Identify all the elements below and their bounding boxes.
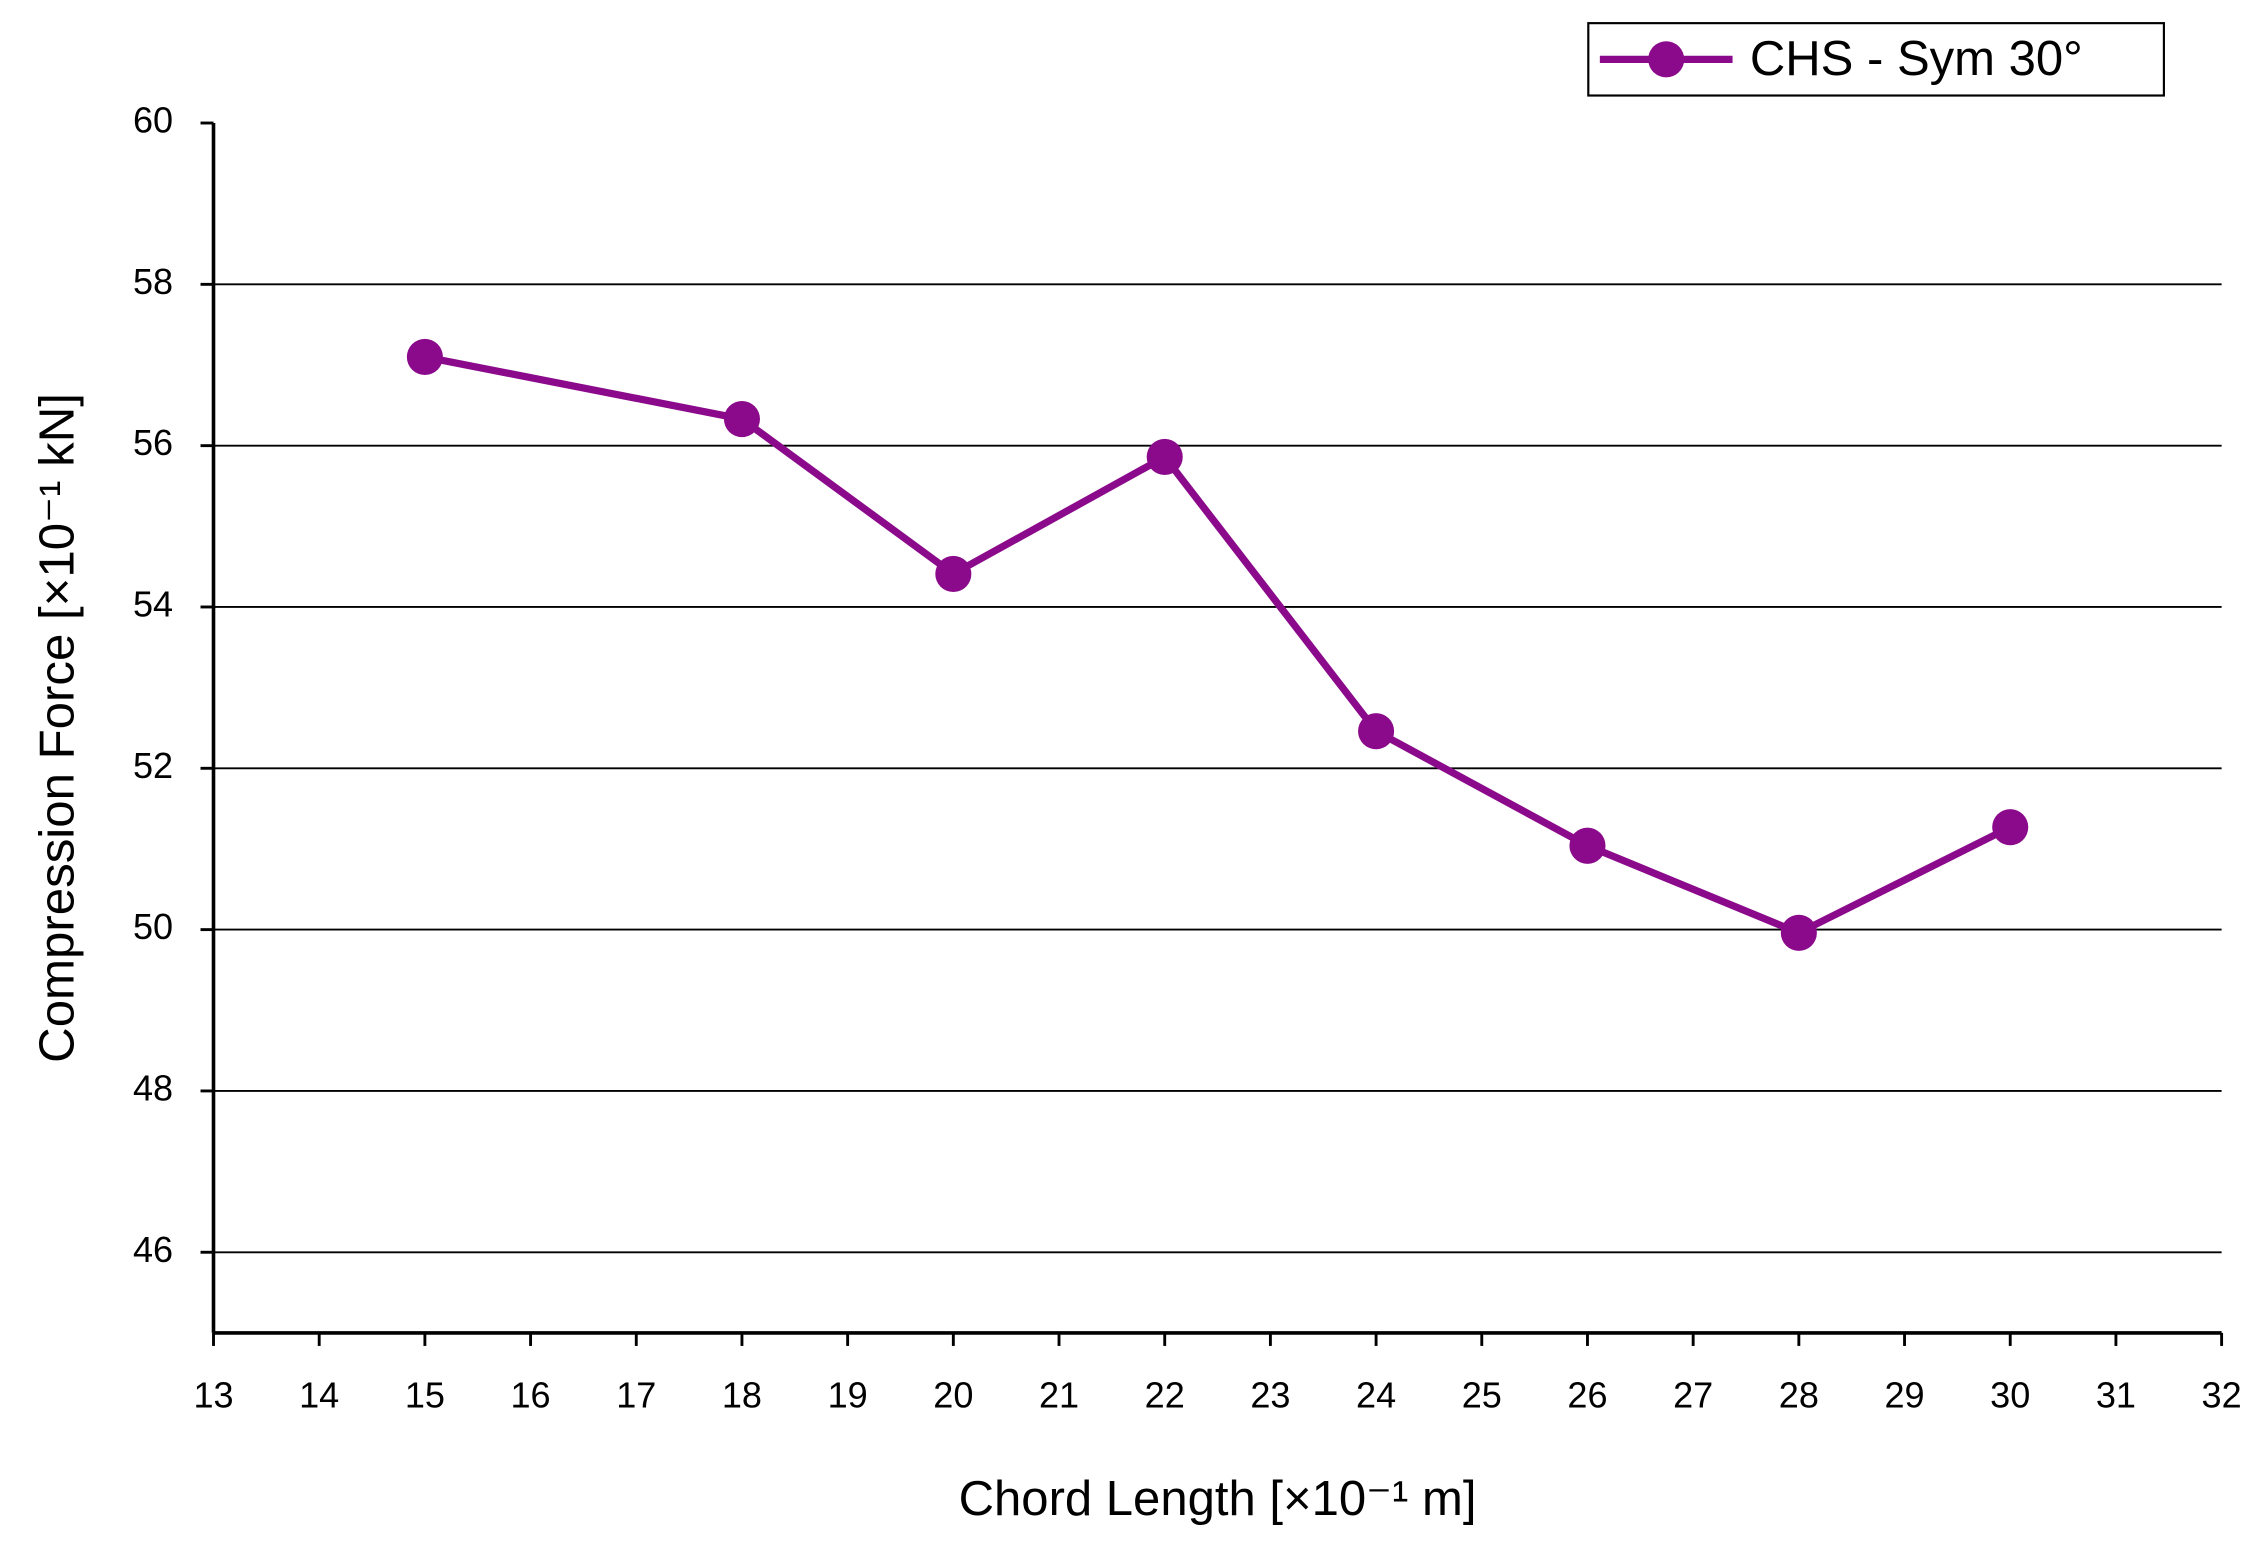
x-tick-label: 22 [1145,1375,1185,1416]
x-tick-label: 17 [616,1375,656,1416]
x-tick-label: 30 [1990,1375,2030,1416]
x-tick-label: 16 [511,1375,551,1416]
x-tick-label: 13 [193,1375,233,1416]
x-tick-label: 23 [1250,1375,1290,1416]
x-tick-label: 24 [1356,1375,1396,1416]
legend-marker [1648,41,1685,78]
y-tick-label: 46 [133,1229,173,1270]
series-line [424,353,2012,937]
y-tick-label: 56 [133,422,173,463]
data-point [1569,827,1606,864]
x-tick-label: 31 [2096,1375,2136,1416]
data-point [1992,809,2029,846]
y-axis-title: Compression Force [×10⁻¹ kN] [31,393,85,1063]
x-tick-label: 15 [405,1375,445,1416]
x-tick-label: 25 [1462,1375,1502,1416]
data-point [1358,713,1395,750]
legend-label: CHS - Sym 30° [1750,32,2083,86]
y-tick-label: 54 [133,583,173,624]
x-tick-label: 19 [828,1375,868,1416]
data-point [1780,914,1817,951]
x-tick-label: 20 [933,1375,973,1416]
y-tick-label: 52 [133,745,173,786]
y-tick-label: 48 [133,1067,173,1108]
x-tick-label: 29 [1884,1375,1924,1416]
x-tick-label: 32 [2202,1375,2242,1416]
x-tick-label: 14 [299,1375,339,1416]
x-tick-label: 28 [1779,1375,1819,1416]
x-tick-label: 26 [1567,1375,1607,1416]
x-tick-label: 18 [722,1375,762,1416]
y-tick-label: 50 [133,906,173,947]
data-point [1146,438,1183,476]
data-point [935,555,972,592]
x-tick-label: 27 [1673,1375,1713,1416]
x-axis-title: Chord Length [×10⁻¹ m] [959,1472,1477,1526]
y-tick-label: 58 [133,261,173,302]
data-point [406,338,443,376]
x-tick-label: 21 [1039,1375,1079,1416]
y-tick-label: 60 [133,100,173,141]
data-point [723,400,760,438]
